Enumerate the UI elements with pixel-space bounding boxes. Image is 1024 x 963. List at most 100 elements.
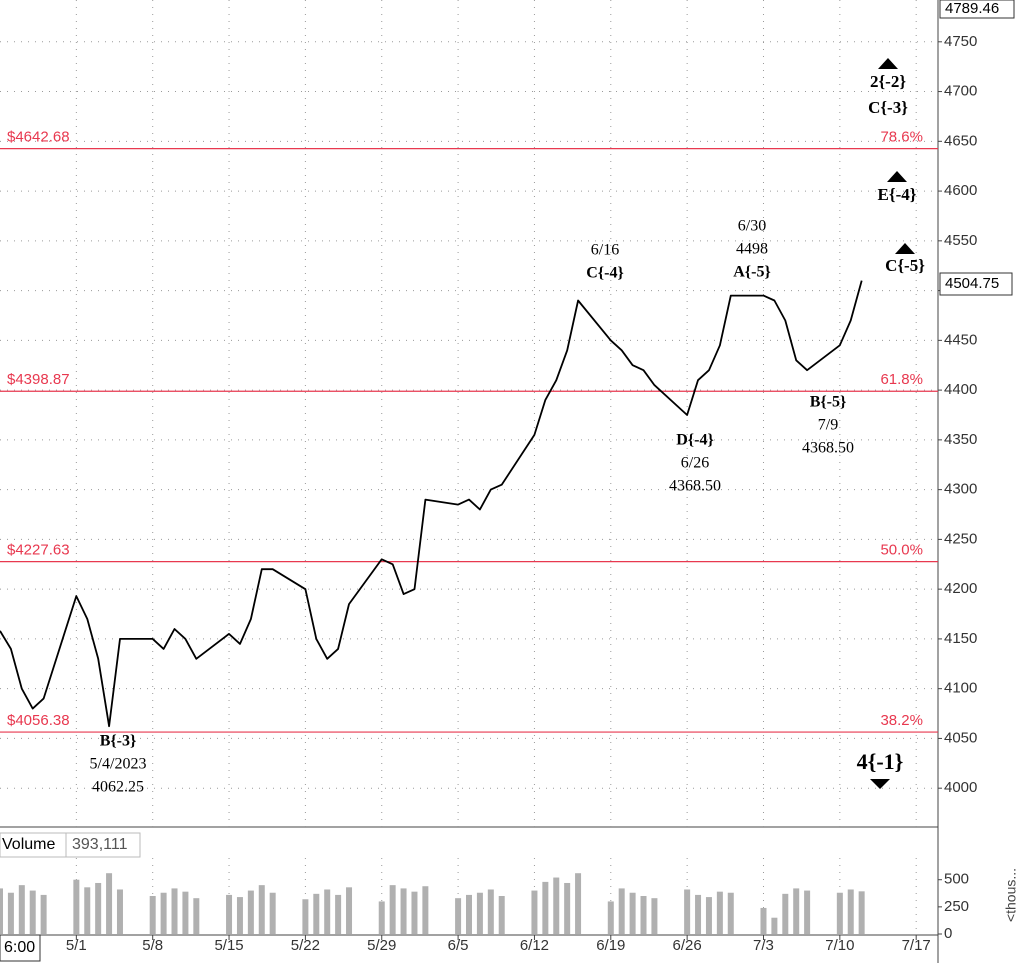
volume-bar [695,894,702,934]
y-tick-label: 4450 [944,331,977,348]
volume-bar [258,885,265,934]
volume-label: Volume [2,836,55,853]
volume-bar [400,888,407,934]
volume-bar [575,873,582,934]
volume-unit: <thous... [1003,868,1019,922]
volume-bar [182,891,189,934]
price-line [0,280,863,728]
volume-bar [629,892,636,934]
annotation: 6/30 [738,218,766,235]
y-tick-label: 4550 [944,232,977,249]
volume-bar [346,887,353,934]
volume-bar [18,885,25,934]
y-tick-label: 4350 [944,431,977,448]
x-tick-label: 5/1 [66,937,87,954]
annotation: 4498 [736,241,768,258]
y-tick-label: 4600 [944,182,977,199]
level-label: $4227.63 [7,542,70,559]
y-tick-label: 4250 [944,530,977,547]
volume-bar [716,891,723,934]
annotation: 6/26 [681,455,709,472]
volume-tick-label: 500 [944,871,969,888]
volume-bar [553,877,560,934]
wave-arrow [895,243,915,254]
volume-bar [422,886,429,934]
volume-bar [149,896,156,934]
volume-bar [684,889,691,934]
level-ratio: 38.2% [880,712,923,729]
session-label: 6:00 [4,939,35,956]
x-tick-label: 6/5 [448,937,469,954]
volume-value: 393,111 [72,836,128,853]
volume-bar [40,894,47,934]
wave-arrow [887,171,907,182]
volume-bar [705,897,712,934]
volume-bar [324,889,331,934]
volume-bar [651,898,658,934]
volume-bar [466,894,472,934]
wave-label: 2{-2} [870,72,906,91]
wave-arrow [870,779,890,789]
x-tick-label: 5/22 [291,937,320,954]
level-label: $4642.68 [7,129,70,146]
volume-bar [236,897,243,934]
top-value: 4789.46 [945,0,999,17]
top-value-box [939,0,1015,19]
volume-bar [116,889,123,934]
annotation: 4062.25 [92,779,144,796]
level-ratio: 61.8% [880,371,923,388]
x-tick-label: 7/3 [753,937,774,954]
y-tick-label: 4750 [944,33,977,50]
annotation: 6/16 [591,242,619,259]
volume-bar [455,898,462,934]
annotation: C{-4} [586,265,624,282]
volume-bar [313,893,320,934]
x-tick-label: 6/19 [596,937,625,954]
x-tick-label: 7/10 [825,937,854,954]
x-tick-label: 6/12 [520,937,549,954]
wave-arrow [878,58,898,69]
annotation: B{-3} [100,733,137,750]
volume-bar [95,882,102,934]
volume-bar [335,894,342,934]
volume-bar [302,899,309,934]
volume-bar [29,890,36,934]
volume-bar [171,888,178,934]
y-tick-label: 4000 [944,779,977,796]
session-box [0,934,41,962]
volume-bar [84,887,91,934]
volume-bar [607,901,614,934]
y-tick-label: 4300 [944,481,977,498]
x-tick-label: 5/29 [367,937,396,954]
x-tick-label: 5/8 [142,937,163,954]
y-tick-label: 4400 [944,381,977,398]
volume-bar [7,892,14,934]
volume-bar [542,881,549,934]
x-tick-label: 6/26 [673,937,702,954]
y-tick-label: 4650 [944,132,977,149]
volume-label-box [0,832,67,858]
volume-tick-label: 0 [944,925,952,942]
last-price: 4504.75 [945,275,999,292]
volume-bar [73,879,80,934]
level-label: $4398.87 [7,371,70,388]
annotation: 4368.50 [802,440,854,457]
x-tick-label: 7/17 [902,937,931,954]
wave-label: 4{-1} [857,749,904,774]
volume-bar [160,892,167,934]
volume-value-box [65,832,141,858]
volume-bar [564,882,571,934]
y-tick-label: 4150 [944,630,977,647]
volume-bar [106,873,113,934]
wave-label: C{-5} [885,256,925,275]
volume-bar [727,892,734,934]
volume-bar [531,890,538,934]
volume-bar [847,889,854,934]
volume-bar [782,893,789,934]
wave-label: C{-3} [868,98,908,117]
volume-tick-label: 250 [944,898,969,915]
level-ratio: 78.6% [880,129,923,146]
y-tick-label: 4100 [944,680,977,697]
level-label: $4056.38 [7,712,70,729]
